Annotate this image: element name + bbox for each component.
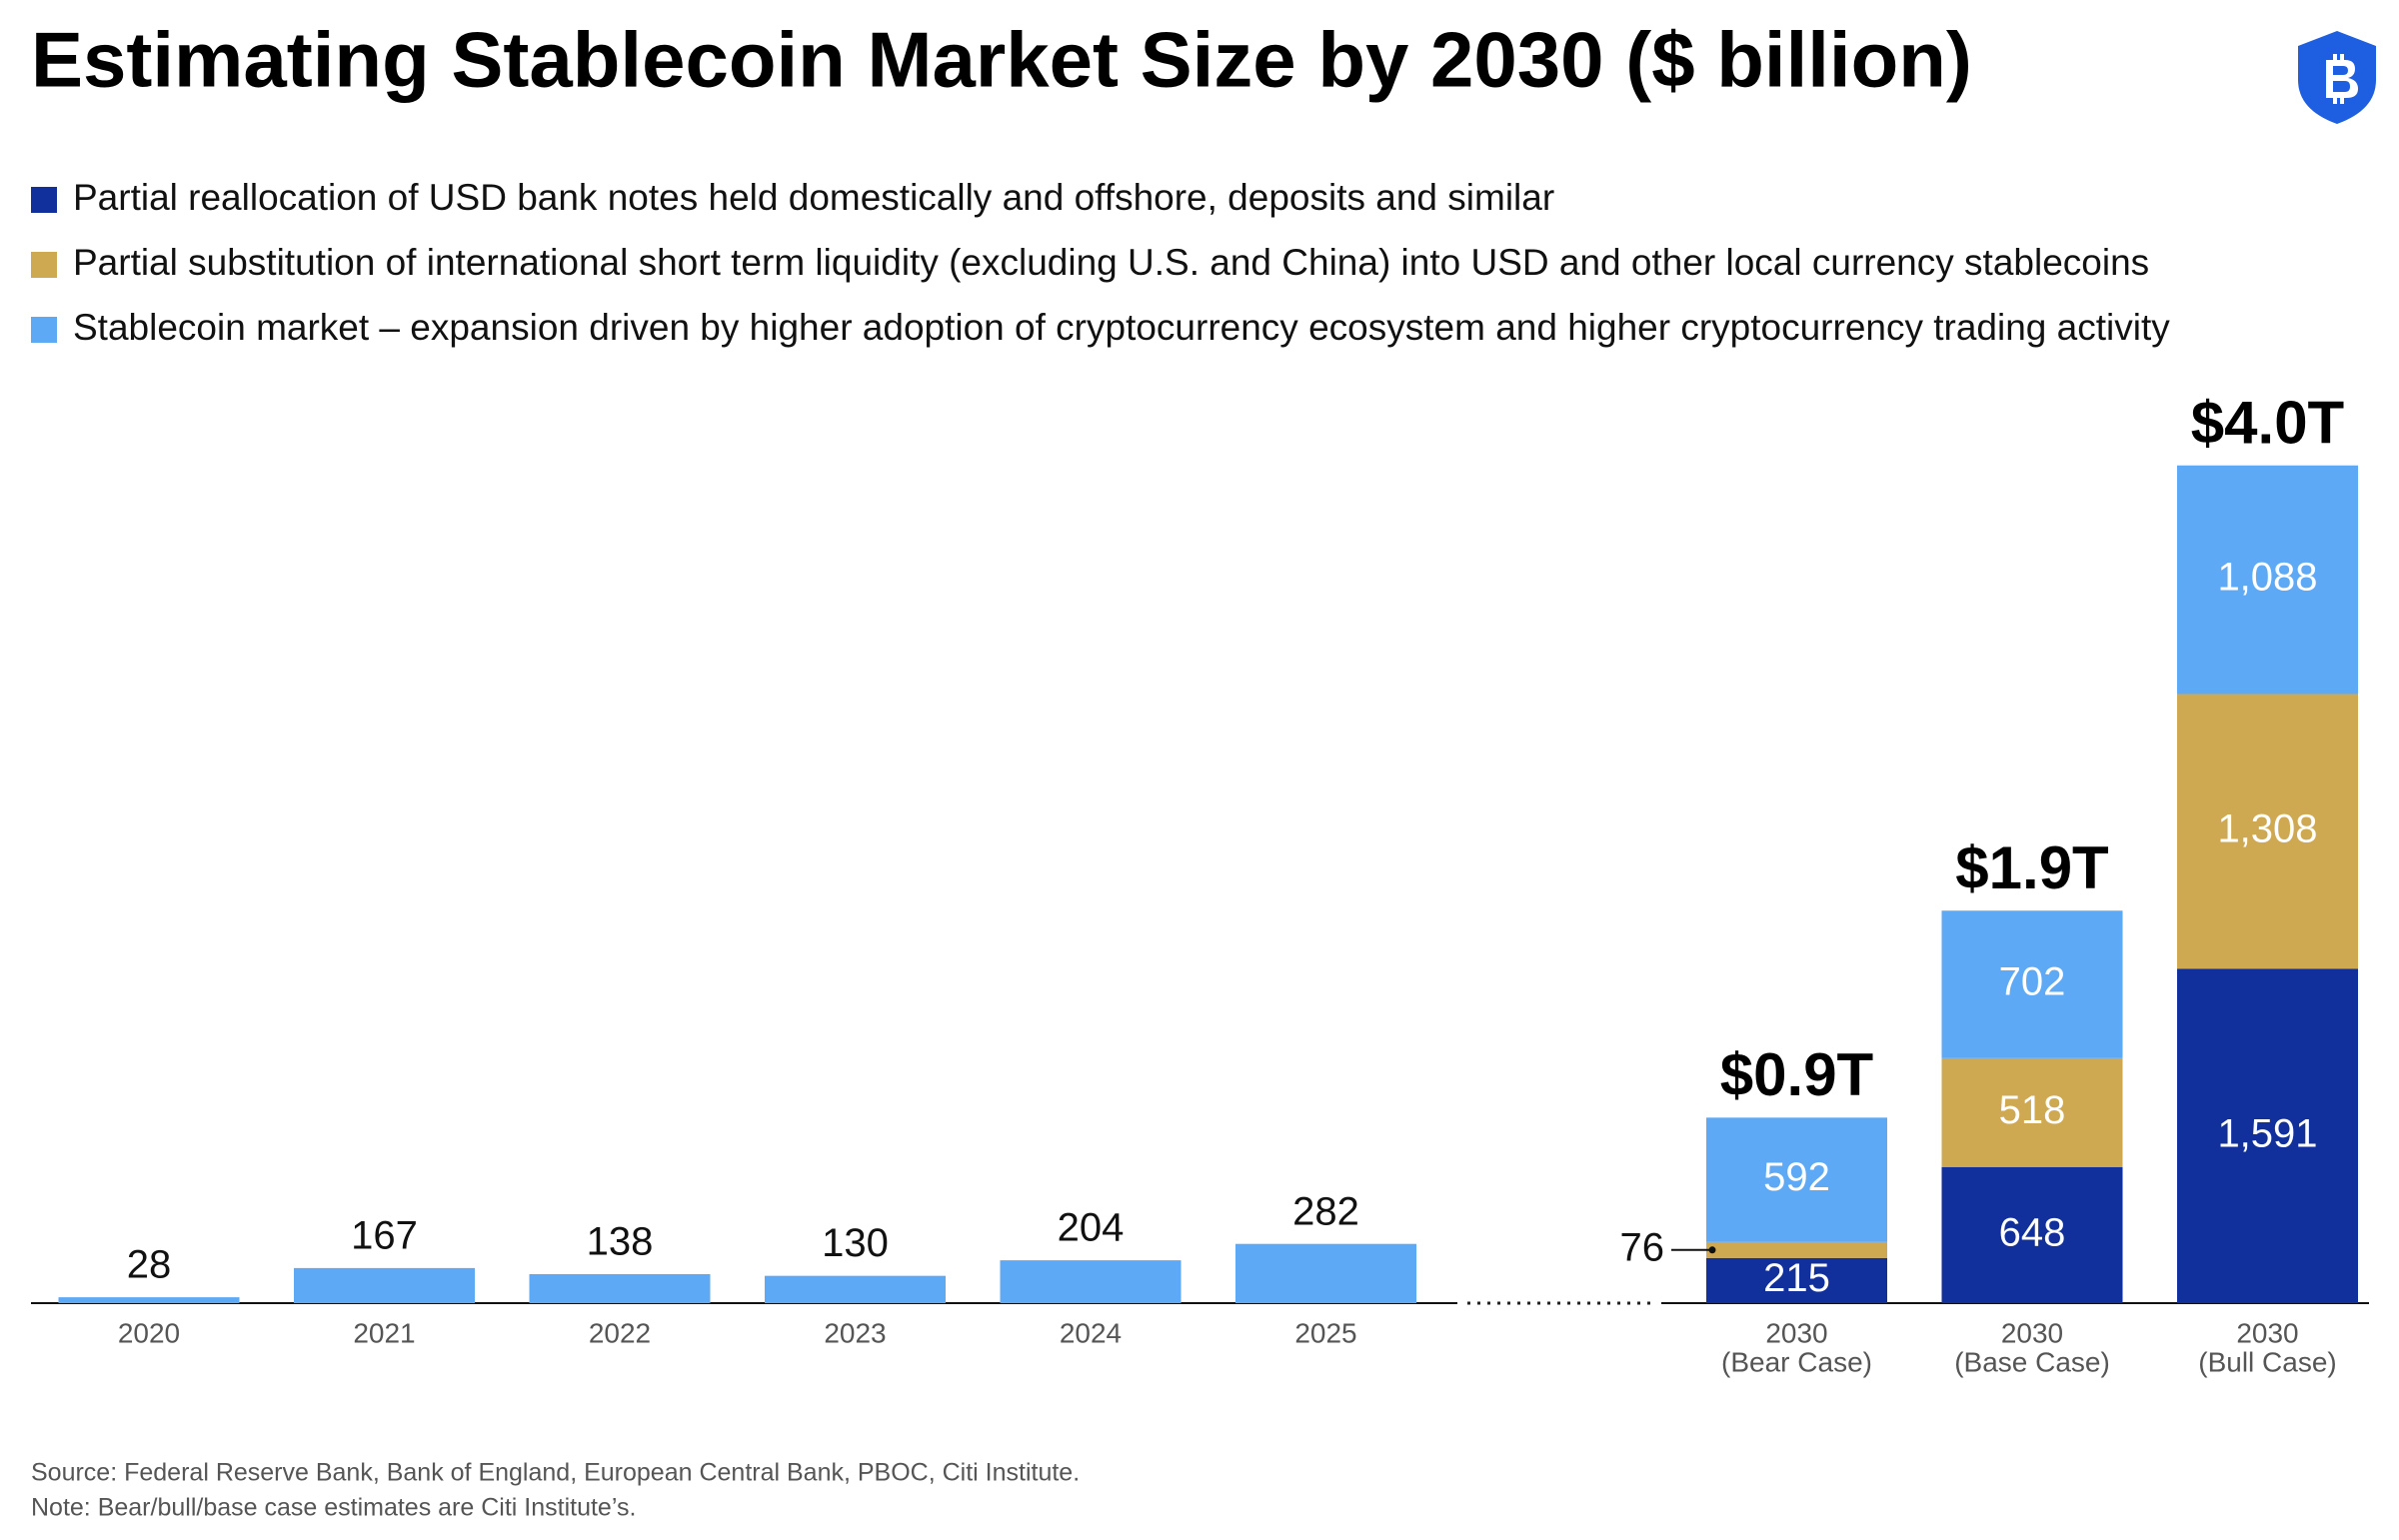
- x-tick-label: 2030: [1765, 1317, 1827, 1348]
- total-label: $0.9T: [1720, 1041, 1873, 1108]
- footnote: Note: Bear/bull/base case estimates are …: [31, 1494, 636, 1522]
- total-label: $4.0T: [2191, 390, 2344, 457]
- x-tick-label: (Base Case): [1954, 1346, 2110, 1377]
- value-label: 518: [1999, 1088, 2066, 1132]
- legend-label: Partial reallocation of USD bank notes h…: [73, 177, 1554, 218]
- bar-segment: [765, 1275, 946, 1303]
- bar-segment: [1706, 1117, 1887, 1242]
- chart-title: Estimating Stablecoin Market Size by 203…: [31, 16, 1972, 104]
- value-label: 28: [127, 1243, 172, 1287]
- value-label: 1,088: [2217, 556, 2317, 600]
- bar-segment: [529, 1273, 711, 1303]
- x-tick-label: 2025: [1294, 1317, 1356, 1348]
- legend-label: Partial substitution of international sh…: [73, 242, 2149, 283]
- legend-label: Stablecoin market – expansion driven by …: [73, 307, 2170, 348]
- x-tick-label: 2030: [2236, 1317, 2298, 1348]
- bar-segment: [58, 1297, 240, 1303]
- x-tick-label: 2024: [1060, 1317, 1122, 1348]
- x-tick-label: 2030: [2001, 1317, 2063, 1348]
- bar-segment: [1941, 910, 2123, 1058]
- value-label: 138: [587, 1220, 654, 1264]
- x-tick-label: (Bull Case): [2198, 1346, 2336, 1377]
- value-label: 76: [1620, 1225, 1665, 1269]
- value-label: 282: [1292, 1189, 1359, 1233]
- total-label: $1.9T: [1955, 834, 2108, 901]
- value-label: 130: [822, 1221, 889, 1265]
- value-label: 702: [1999, 960, 2066, 1004]
- x-tick-label: 2023: [824, 1317, 886, 1348]
- leader-dot: [1708, 1246, 1716, 1254]
- bar-segment: [1706, 1257, 1887, 1303]
- value-label: 204: [1058, 1206, 1125, 1250]
- bar-segment: [1941, 1057, 2123, 1167]
- value-label: 215: [1763, 1256, 1830, 1300]
- bar-segment: [1235, 1243, 1416, 1303]
- legend-swatch: [31, 252, 57, 278]
- source-note: Source: Federal Reserve Bank, Bank of En…: [31, 1459, 1080, 1487]
- x-tick-label: 2022: [589, 1317, 651, 1348]
- bar-segment: [1706, 1241, 1887, 1258]
- bar-segment: [2177, 694, 2358, 969]
- bar-segment: [1941, 1166, 2123, 1303]
- x-tick-label: 2020: [118, 1317, 180, 1348]
- logo-symbol: [2326, 54, 2358, 104]
- legend-swatch: [31, 187, 57, 213]
- value-label: 1,308: [2217, 807, 2317, 851]
- logo: [2298, 31, 2376, 124]
- bar-segment: [1000, 1260, 1182, 1303]
- value-label: 1,591: [2217, 1111, 2317, 1155]
- bar-segment: [2177, 465, 2358, 695]
- bar-segment: [294, 1267, 475, 1303]
- value-label: 592: [1763, 1155, 1830, 1199]
- legend-swatch: [31, 317, 57, 343]
- value-label: 648: [1999, 1210, 2066, 1254]
- bar-segment: [2177, 968, 2358, 1303]
- x-tick-label: 2021: [353, 1317, 415, 1348]
- x-tick-label: (Bear Case): [1721, 1346, 1872, 1377]
- value-label: 167: [351, 1213, 418, 1257]
